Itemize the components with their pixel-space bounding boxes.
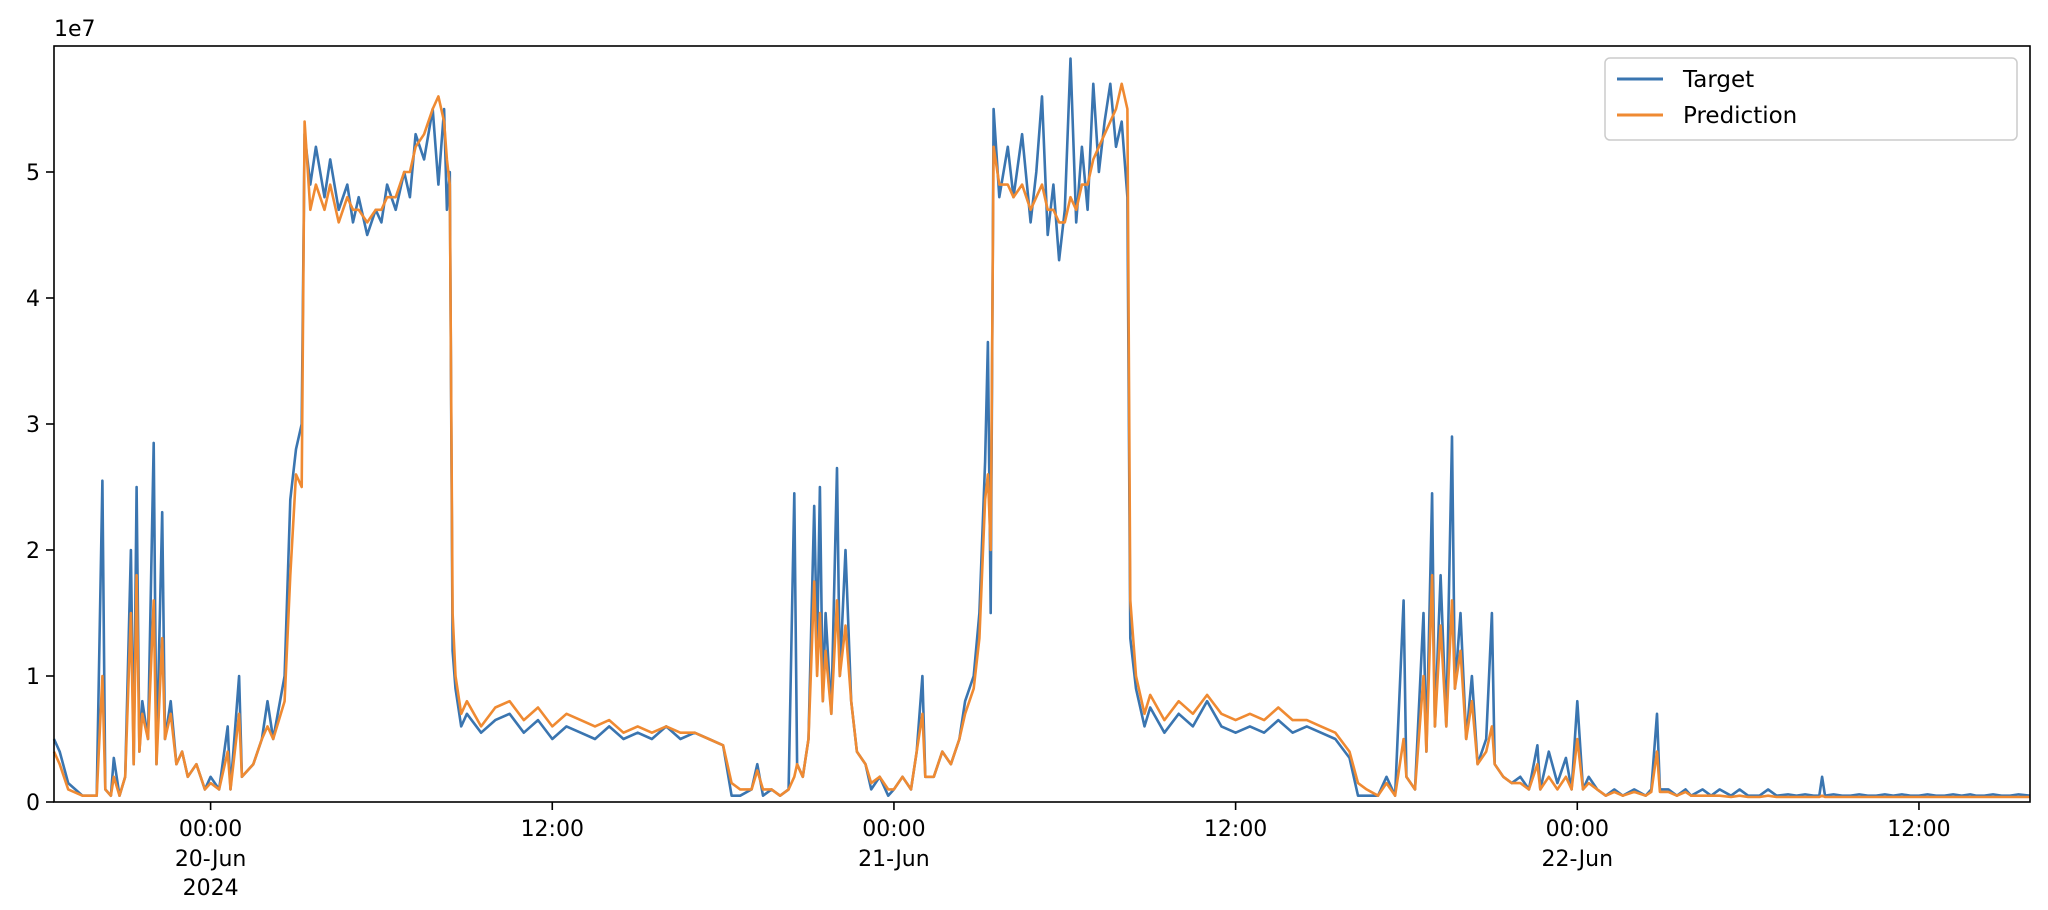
y-tick-label: 1 bbox=[26, 665, 40, 690]
y-tick-label: 0 bbox=[26, 791, 40, 816]
x-tick-label: 12:00 bbox=[1887, 817, 1950, 842]
series-line-prediction bbox=[52, 82, 2030, 799]
x-tick-sublabel: 2024 bbox=[183, 876, 239, 901]
y-tick-label: 3 bbox=[26, 413, 40, 438]
y-axis: 0 1 2 3 4 5 bbox=[26, 161, 54, 816]
plot-lines bbox=[52, 57, 2031, 799]
x-tick-sublabel: 20-Jun bbox=[175, 847, 247, 872]
legend-label-target: Target bbox=[1682, 67, 1754, 93]
x-tick-sublabel: 21-Jun bbox=[858, 847, 930, 872]
x-tick-label: 12:00 bbox=[521, 817, 584, 842]
y-tick-label: 5 bbox=[26, 161, 40, 186]
y-tick-label: 2 bbox=[26, 539, 40, 564]
x-tick-sublabel: 22-Jun bbox=[1542, 847, 1614, 872]
legend: Target Prediction bbox=[1604, 57, 2018, 141]
x-tick-label: 00:00 bbox=[862, 817, 925, 842]
y-tick-label: 4 bbox=[26, 287, 40, 312]
legend-box bbox=[1604, 57, 2018, 141]
x-tick-label: 00:00 bbox=[179, 817, 242, 842]
x-axis: 00:00 20-Jun 2024 12:00 00:00 21-Jun 12:00 00:0… bbox=[175, 802, 1951, 901]
x-tick-label: 12:00 bbox=[1204, 817, 1267, 842]
x-tick-label: 00:00 bbox=[1546, 817, 1609, 842]
legend-label-prediction: Prediction bbox=[1683, 103, 1797, 129]
series-line-target bbox=[52, 57, 2031, 797]
y-scale-label: 1e7 bbox=[54, 17, 96, 42]
